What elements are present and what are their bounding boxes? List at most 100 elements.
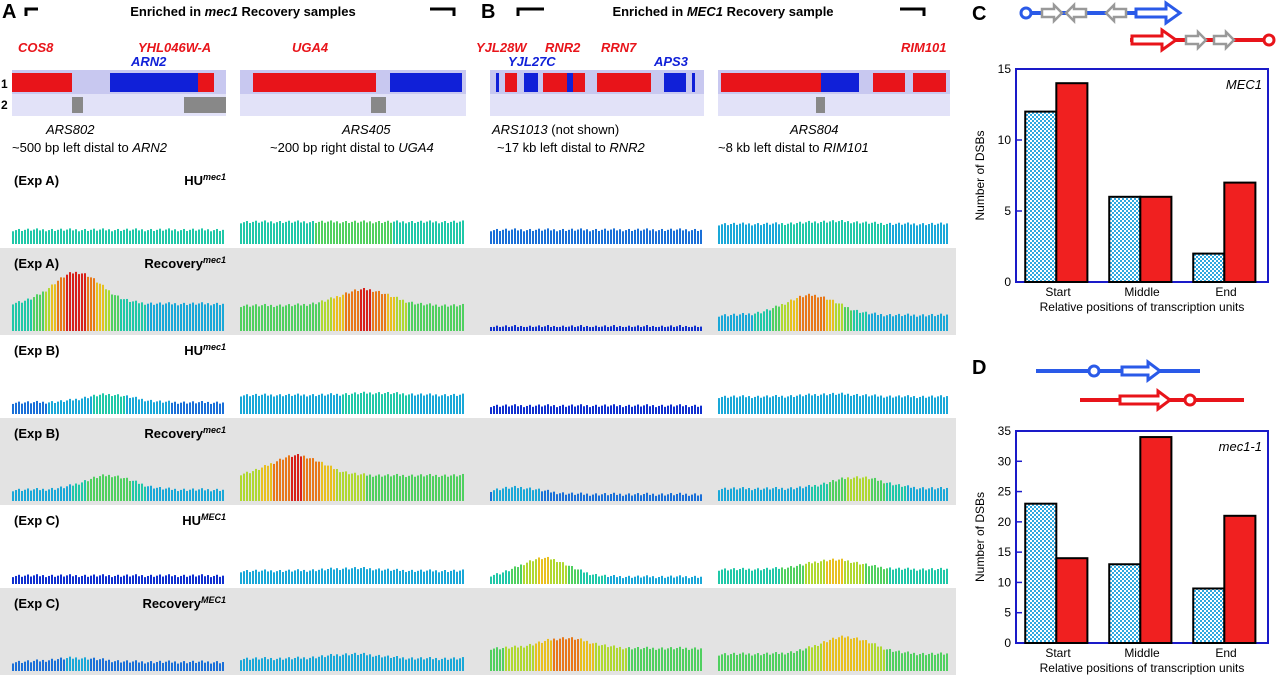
signal-bar bbox=[547, 228, 549, 244]
signal-bar bbox=[853, 222, 855, 244]
signal-bar bbox=[273, 396, 275, 414]
signal-bar bbox=[105, 660, 107, 671]
signal-bar bbox=[547, 404, 549, 414]
schematic-c-blue-origin-icon bbox=[1019, 6, 1033, 20]
signal-bar bbox=[928, 396, 930, 414]
signal-bar bbox=[745, 654, 747, 671]
signal-bar bbox=[619, 325, 621, 331]
signal-bar bbox=[913, 568, 915, 584]
signal-bar bbox=[670, 575, 672, 584]
signal-bar bbox=[123, 229, 125, 244]
signal-bar bbox=[877, 567, 879, 584]
signal-bar bbox=[490, 491, 492, 501]
signal-bar bbox=[126, 660, 128, 671]
signal-bar bbox=[574, 639, 576, 671]
signal-bar bbox=[922, 568, 924, 584]
signal-bar bbox=[408, 658, 410, 671]
signal-bar bbox=[547, 325, 549, 331]
signal-bar bbox=[754, 569, 756, 584]
signal-bar bbox=[48, 660, 50, 671]
signal-bar bbox=[763, 396, 765, 414]
signal-bar bbox=[655, 327, 657, 331]
signal-bar bbox=[27, 574, 29, 584]
signal-bar bbox=[793, 224, 795, 244]
signal-bar bbox=[793, 397, 795, 414]
signal-bar bbox=[865, 476, 867, 501]
signal-bar bbox=[874, 564, 876, 584]
schematic-c-blue-arrow-icon bbox=[1134, 0, 1183, 26]
signal-bar bbox=[856, 393, 858, 414]
signal-bar bbox=[459, 394, 461, 414]
signal-bar bbox=[517, 327, 519, 331]
signal-bar bbox=[459, 658, 461, 671]
signal-bar bbox=[664, 230, 666, 244]
signal-bar bbox=[111, 396, 113, 414]
signal-bar bbox=[505, 486, 507, 501]
signal-bar bbox=[171, 576, 173, 584]
signal-bar bbox=[108, 659, 110, 671]
signal-bar bbox=[15, 490, 17, 501]
signal-bar bbox=[201, 228, 203, 244]
signal-bar bbox=[240, 223, 242, 244]
signal-bar bbox=[895, 396, 897, 414]
signal-bar bbox=[396, 568, 398, 584]
signal-bar bbox=[616, 647, 618, 671]
signal-bar bbox=[96, 282, 98, 331]
signal-bar bbox=[18, 660, 20, 671]
signal-bar bbox=[598, 406, 600, 414]
signal-bar bbox=[99, 229, 101, 244]
signal-bar bbox=[204, 304, 206, 331]
signal-bar bbox=[240, 572, 242, 584]
signal-bar bbox=[886, 315, 888, 331]
signal-bar bbox=[195, 576, 197, 584]
signal-bar bbox=[862, 312, 864, 331]
signal-bar bbox=[192, 574, 194, 584]
signal-bar bbox=[577, 569, 579, 584]
signal-bar bbox=[84, 657, 86, 671]
signal-bar bbox=[631, 649, 633, 671]
signal-bar bbox=[303, 303, 305, 331]
signal-bar bbox=[318, 394, 320, 414]
signal-bar bbox=[261, 467, 263, 501]
signal-bar bbox=[508, 406, 510, 414]
signal-bar bbox=[523, 647, 525, 671]
signal-bar bbox=[517, 567, 519, 584]
signal-bar bbox=[754, 396, 756, 414]
signal-bar bbox=[673, 230, 675, 244]
signal-bar bbox=[147, 662, 149, 671]
signal-bar bbox=[258, 571, 260, 584]
signal-bar bbox=[441, 222, 443, 244]
signal-bar bbox=[922, 652, 924, 671]
signal-bar bbox=[673, 495, 675, 501]
signal-bar bbox=[784, 489, 786, 501]
signal-bar bbox=[889, 482, 891, 501]
signal-bar bbox=[45, 291, 47, 331]
signal-bar bbox=[550, 640, 552, 671]
signal-bar bbox=[267, 465, 269, 501]
panel-letter-c: C bbox=[972, 3, 986, 25]
signal-bar bbox=[105, 576, 107, 584]
signal-bar bbox=[526, 405, 528, 414]
signal-bar bbox=[595, 493, 597, 501]
signal-bar bbox=[447, 476, 449, 501]
signal-bar bbox=[649, 327, 651, 331]
signal-bar bbox=[556, 407, 558, 414]
signal-bar bbox=[438, 396, 440, 414]
signal-bar bbox=[580, 404, 582, 414]
signal-bar bbox=[162, 230, 164, 244]
signal-bar bbox=[126, 574, 128, 584]
signal-bar bbox=[670, 647, 672, 671]
signal-bar bbox=[279, 569, 281, 584]
signal-bar bbox=[898, 222, 900, 244]
signal-bar bbox=[673, 406, 675, 414]
signal-bar bbox=[354, 392, 356, 414]
signal-bar bbox=[243, 571, 245, 584]
signal-bar bbox=[694, 404, 696, 414]
signal-bar bbox=[745, 314, 747, 331]
signal-bar bbox=[934, 316, 936, 331]
signal-bar bbox=[213, 402, 215, 414]
signal-bar bbox=[315, 571, 317, 584]
y-tick-label: 35 bbox=[998, 424, 1012, 438]
signal-bar bbox=[913, 223, 915, 244]
signal-bar bbox=[895, 568, 897, 584]
